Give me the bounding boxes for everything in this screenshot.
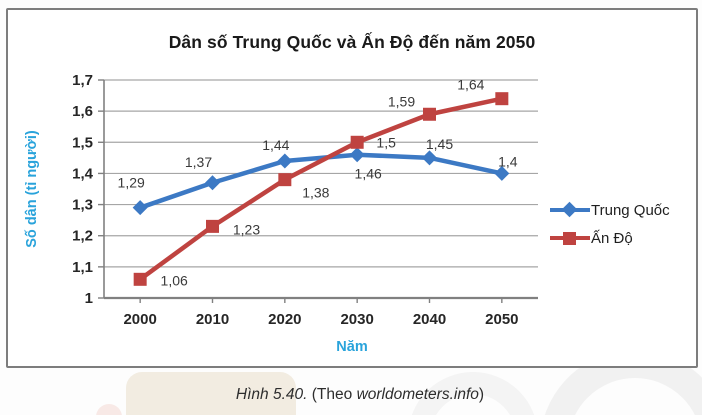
legend-marker-line-diamond-icon <box>550 201 590 218</box>
caption-source: worldometers.info <box>356 386 479 403</box>
data-point-label: 1,45 <box>426 136 453 152</box>
svg-text:1: 1 <box>85 290 93 307</box>
svg-text:1,2: 1,2 <box>72 228 93 245</box>
data-point-marker <box>494 165 510 181</box>
x-axis-ticks-labels: 2000 2010 2020 2030 2040 2050 <box>123 298 519 328</box>
data-point-label: 1,06 <box>161 272 188 288</box>
svg-text:2000: 2000 <box>123 311 156 328</box>
svg-text:1,3: 1,3 <box>72 197 93 214</box>
chart-title: Dân số Trung Quốc và Ấn Độ đến năm 2050 <box>168 32 536 52</box>
data-point-label: 1,44 <box>262 137 289 153</box>
axes <box>103 80 538 300</box>
data-point-label: 1,37 <box>185 154 212 170</box>
svg-text:2020: 2020 <box>268 311 301 328</box>
data-point-marker <box>206 219 219 233</box>
data-point-label: 1,38 <box>302 185 329 201</box>
legend-item-an-do: Ấn Độ <box>550 224 670 252</box>
data-point-marker <box>278 173 292 187</box>
svg-text:1,1: 1,1 <box>72 259 93 276</box>
series-line <box>137 96 505 282</box>
watermark-shape <box>126 372 296 415</box>
svg-text:1,6: 1,6 <box>72 103 93 120</box>
data-point-marker <box>277 153 293 169</box>
series-line <box>137 152 505 210</box>
data-point-marker <box>132 200 148 216</box>
y-axis-title: Số dân (tỉ người) <box>24 130 40 248</box>
legend: Trung Quốc Ấn Độ <box>550 196 670 252</box>
series-0: 1,29 1,37 1,44 1,46 1,45 1,4 <box>118 136 518 216</box>
data-point-label: 1,23 <box>233 221 260 237</box>
gridlines <box>104 79 538 268</box>
caption-figure-number: Hình 5.40. <box>235 386 308 403</box>
svg-text:2030: 2030 <box>340 311 373 328</box>
data-point-label: 1,4 <box>498 153 518 169</box>
data-point-marker <box>350 135 364 149</box>
data-point-label: 1,64 <box>457 77 484 93</box>
svg-text:1,5: 1,5 <box>72 134 93 151</box>
legend-label: Trung Quốc <box>591 201 670 219</box>
legend-item-trung-quoc: Trung Quốc <box>550 196 670 224</box>
svg-text:2050: 2050 <box>485 311 518 328</box>
caption-text: ) <box>478 386 485 403</box>
chart-container: 1 1,1 1,2 1,3 1,4 1,5 1,6 1,7 2000 2010 2020 2030 20… <box>6 8 698 368</box>
legend-marker-line-square-icon <box>550 230 590 246</box>
caption-text: (Theo <box>307 386 357 403</box>
svg-text:2010: 2010 <box>196 311 229 328</box>
data-point-marker <box>422 150 437 166</box>
data-point-label: 1,59 <box>388 93 415 109</box>
data-point-label: 1,5 <box>376 134 396 150</box>
x-axis-title: Năm <box>336 339 368 355</box>
svg-text:2040: 2040 <box>413 311 446 328</box>
legend-label: Ấn Độ <box>591 229 633 247</box>
y-axis-ticks-labels: 1 1,1 1,2 1,3 1,4 1,5 1,6 1,7 <box>72 72 104 307</box>
data-point-marker <box>349 147 365 163</box>
watermark-shape <box>96 404 122 415</box>
svg-text:1,4: 1,4 <box>72 165 94 182</box>
data-point-label: 1,46 <box>355 166 382 182</box>
series-1: 1,06 1,23 1,38 1,5 1,59 1,64 <box>133 77 509 288</box>
data-point-marker <box>133 272 147 286</box>
svg-text:1,7: 1,7 <box>72 72 93 89</box>
figure-caption: Hình 5.40. (Theo worldometers.info) <box>0 386 702 404</box>
data-point-marker <box>423 107 436 121</box>
data-point-marker <box>495 92 509 106</box>
data-point-label: 1,29 <box>118 175 145 191</box>
data-point-marker <box>205 175 220 191</box>
